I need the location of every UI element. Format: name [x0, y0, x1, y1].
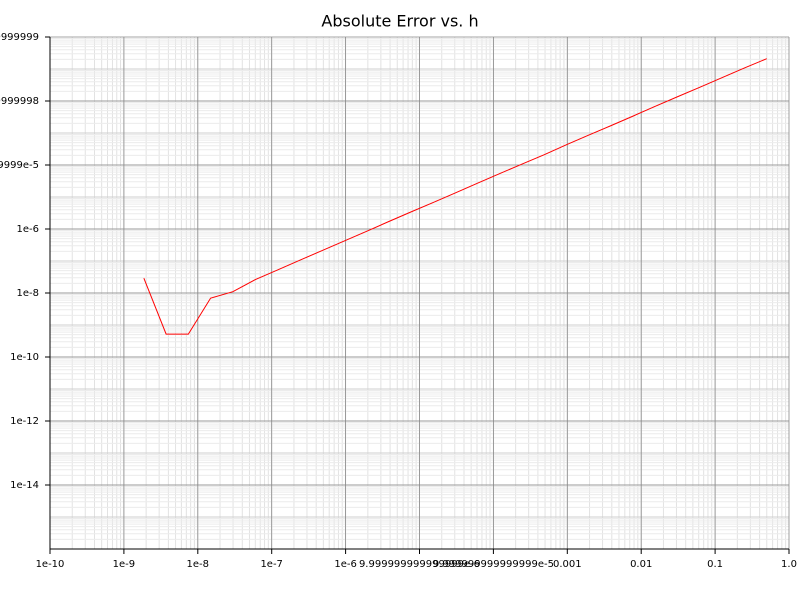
y-tick-label: 9.999999999999999e-5 [0, 160, 39, 171]
y-tick-label: 1e-12 [10, 416, 39, 427]
y-tick-label: 0.9999999999999999 [0, 32, 39, 43]
y-tick-label: 0.009999999999999998 [0, 96, 39, 107]
x-tick-label: 0.01 [630, 559, 652, 570]
x-tick-label: 1e-8 [187, 559, 210, 570]
x-tick-label: 9.999999999999999e-6 [359, 559, 480, 570]
plot [143, 58, 767, 335]
x-tick-label: 1e-7 [260, 559, 283, 570]
y-tick-label: 1e-14 [10, 480, 39, 491]
x-tick-label: 1e-10 [36, 559, 65, 570]
x-tick-label: 1e-6 [334, 559, 357, 570]
x-tick-label: 1e-9 [113, 559, 136, 570]
y-tick-label: 1e-8 [17, 288, 40, 299]
x-tick-label: 9.999999999999999e-5 [433, 559, 554, 570]
y-tick-label: 1e-6 [17, 224, 40, 235]
chart-title: Absolute Error vs. h [321, 12, 478, 31]
x-tick-label: 0.001 [553, 559, 582, 570]
x-tick-label: 1.0 [781, 559, 797, 570]
x-tick-label: 0.1 [707, 559, 723, 570]
data-line [143, 58, 767, 335]
grid [49, 36, 790, 549]
y-tick-label: 1e-10 [10, 352, 39, 363]
